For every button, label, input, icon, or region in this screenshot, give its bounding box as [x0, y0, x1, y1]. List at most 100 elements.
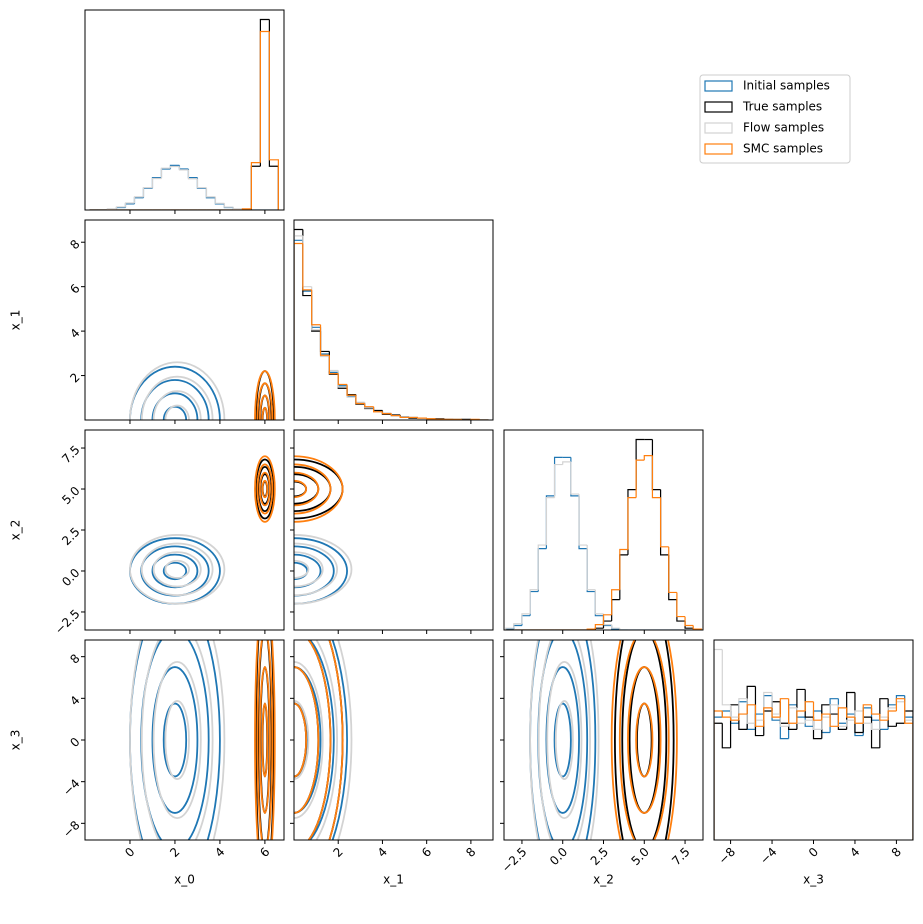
- hist-step: [779, 701, 789, 724]
- contour: [129, 361, 226, 420]
- contour: [151, 392, 199, 420]
- hist-step: [160, 167, 171, 179]
- hist-step: [754, 713, 764, 730]
- contour: [614, 640, 675, 840]
- panel: −8 −4 0 4 8 0 2 4 6: [60, 639, 285, 860]
- contour: [164, 559, 190, 579]
- hist-step: [635, 459, 645, 498]
- hist-step: [804, 719, 814, 724]
- hist-step: [178, 166, 189, 171]
- contour: [294, 666, 320, 814]
- panel-frame: [293, 429, 494, 631]
- hist-step: [870, 717, 880, 749]
- hist-step: [232, 207, 243, 210]
- hist-step: [586, 545, 596, 591]
- hist-step: [115, 206, 126, 209]
- contour: [162, 702, 188, 778]
- legend-frame: [699, 74, 851, 164]
- plot-area: [129, 455, 276, 605]
- hist-step: [729, 704, 739, 748]
- hist-step: [721, 710, 731, 718]
- hist-step: [124, 203, 135, 208]
- panel-frame: [503, 429, 704, 631]
- hist-step: [302, 243, 312, 291]
- x-tick-label: 4: [212, 845, 227, 860]
- panel: −8 −4 0 4 8: [713, 639, 914, 867]
- panel-frame: [84, 219, 285, 421]
- hist-step: [879, 716, 889, 730]
- hist-step: [355, 397, 365, 403]
- hist-step: [619, 548, 628, 590]
- contour: [635, 702, 654, 778]
- hist-step: [771, 695, 781, 721]
- hist-step: [417, 417, 427, 419]
- legend-label: True samples: [742, 100, 822, 114]
- hist-step: [763, 707, 773, 727]
- panel: [290, 429, 494, 634]
- contour: [140, 640, 210, 840]
- contour: [129, 640, 226, 840]
- hist-step: [133, 197, 144, 204]
- hist-step: [294, 228, 303, 420]
- hist-step: [821, 713, 831, 721]
- hist-step: [178, 165, 189, 170]
- contour: [152, 660, 202, 820]
- contour: [129, 534, 226, 605]
- hist-step: [302, 229, 312, 297]
- contour: [294, 463, 332, 515]
- hist-step: [328, 355, 339, 375]
- contour: [256, 463, 274, 515]
- hist-step: [659, 497, 669, 548]
- plot-area: [129, 640, 276, 840]
- hist-step: [746, 704, 756, 715]
- contour: [546, 660, 583, 820]
- hist-step: [821, 704, 831, 739]
- hist-step: [887, 707, 897, 718]
- panel-frame: [84, 429, 285, 631]
- hist-step: [302, 240, 312, 292]
- hist-step: [746, 701, 756, 731]
- hist-step: [205, 187, 216, 198]
- contour: [152, 551, 202, 588]
- y-tick-label: 5.0: [59, 484, 82, 507]
- x-tick-label: 0: [806, 845, 821, 860]
- hist-step: [714, 722, 723, 840]
- contour: [261, 702, 269, 778]
- contour: [610, 640, 678, 840]
- hist-step: [738, 698, 748, 718]
- hist-step: [804, 717, 814, 727]
- hist-step: [651, 455, 661, 499]
- plot-area: [294, 640, 353, 840]
- y-tick-label: 0.0: [59, 566, 82, 589]
- y-tick-label: 7.5: [59, 443, 82, 466]
- hist-step: [214, 196, 225, 204]
- hist-step: [529, 589, 539, 614]
- hist-step: [434, 418, 445, 420]
- hist-step: [311, 286, 321, 331]
- hist-step: [821, 716, 831, 730]
- hist-step: [259, 18, 270, 167]
- x-axis-label: x_1: [383, 873, 404, 887]
- hist-step: [862, 704, 872, 724]
- hist-step: [319, 324, 330, 356]
- contour: [152, 390, 202, 420]
- hist-step: [505, 627, 514, 630]
- legend-swatch: [704, 80, 733, 92]
- hist-step: [611, 598, 620, 622]
- hist-step: [895, 698, 905, 711]
- contour: [554, 700, 574, 780]
- panel-frame: [293, 219, 494, 421]
- contour: [294, 660, 324, 820]
- hist-step: [829, 704, 839, 715]
- hist-step: [846, 691, 855, 730]
- contour: [256, 640, 274, 840]
- hist-step: [381, 411, 392, 414]
- hist-step: [846, 719, 855, 727]
- panel: −2.5 0.0 2.5 5.0 7.5: [52, 429, 285, 637]
- contour: [315, 640, 339, 840]
- hist-step: [812, 710, 822, 727]
- contour: [256, 382, 274, 420]
- hist-step: [115, 206, 126, 210]
- contour: [618, 640, 670, 840]
